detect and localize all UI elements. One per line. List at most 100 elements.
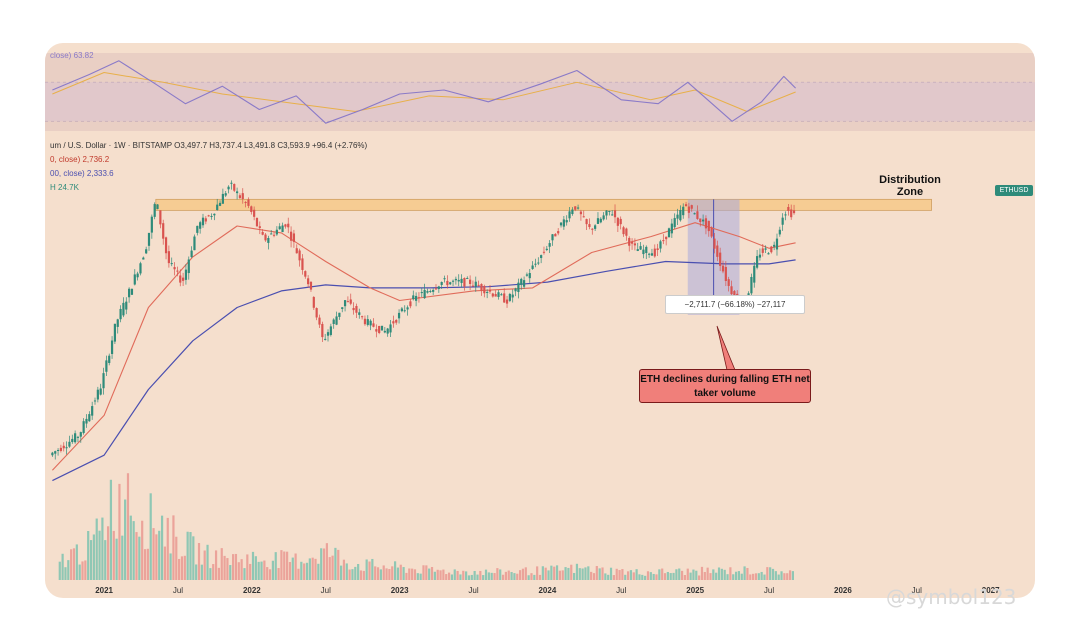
price-candle [62, 445, 65, 449]
volume-bar [433, 571, 436, 580]
price-candle [105, 360, 108, 372]
price-candle [415, 295, 418, 301]
volume-bar [607, 574, 610, 580]
volume-bar [732, 574, 735, 580]
volume-bar [180, 556, 184, 580]
price-candle [363, 318, 367, 325]
volume-bar [118, 483, 121, 580]
price-candle [102, 373, 105, 389]
price-candle [378, 325, 381, 333]
volume-bar [658, 569, 661, 580]
price-candle [449, 282, 452, 285]
volume-bar [354, 566, 357, 580]
volume-bar [717, 567, 721, 580]
volume-bar [334, 547, 337, 580]
volume-bar [487, 572, 490, 580]
price-candle [380, 325, 384, 331]
volume-bar [229, 565, 232, 580]
volume-bar [490, 572, 493, 580]
price-candle [272, 234, 276, 236]
price-candle [392, 321, 395, 324]
volume-bar [680, 570, 684, 580]
price-candle [576, 207, 580, 209]
price-candle [71, 438, 74, 443]
price-candle [233, 183, 236, 191]
price-candle [665, 236, 668, 240]
price-candle [488, 289, 492, 292]
volume-bar [561, 570, 564, 580]
volume-bar [95, 518, 98, 580]
price-candle [241, 193, 244, 200]
price-candle [230, 182, 233, 184]
price-candle [179, 275, 182, 283]
price-candle [761, 248, 764, 253]
price-candle [792, 210, 796, 214]
volume-bar [274, 552, 277, 580]
volume-bar [555, 565, 559, 580]
volume-bar [314, 558, 317, 580]
price-candle [59, 447, 63, 451]
volume-bar [152, 528, 155, 580]
volume-bar [311, 557, 314, 580]
volume-bar [271, 560, 274, 580]
volume-bar [720, 568, 723, 580]
volume-bar [64, 567, 67, 580]
volume-bar [686, 568, 689, 580]
price-candle [775, 238, 779, 250]
volume-bar [729, 567, 732, 580]
volume-bar [703, 571, 706, 580]
volume-bar [558, 570, 561, 580]
price-candle [758, 254, 762, 258]
volume-bar [203, 550, 206, 580]
price-candle [278, 226, 281, 230]
price-candle [395, 319, 398, 323]
volume-bar [178, 558, 181, 580]
price-candle [128, 288, 131, 298]
volume-bar [374, 566, 377, 580]
price-candle [466, 277, 469, 279]
volume-bar [75, 544, 78, 580]
price-candle [420, 292, 423, 294]
rsi-line [52, 60, 796, 124]
volume-bar [149, 493, 152, 580]
distribution-zone-band [155, 198, 932, 211]
price-candle [616, 217, 619, 226]
price-candle [434, 288, 438, 290]
volume-bar [783, 573, 786, 580]
volume-bar [286, 551, 289, 580]
volume-bar [737, 571, 741, 580]
volume-bar [428, 568, 431, 580]
volume-bar [604, 573, 607, 580]
price-candle [298, 250, 301, 261]
volume-bar [553, 566, 556, 580]
volume-bar [348, 569, 351, 580]
price-candle [451, 280, 455, 282]
rsi-signal-line [52, 72, 796, 112]
volume-bar [769, 567, 772, 580]
volume-bar [746, 567, 749, 580]
price-candle [332, 319, 335, 324]
volume-bar [547, 570, 550, 580]
volume-bar [305, 562, 309, 580]
price-candle [417, 297, 421, 299]
volume-bar [342, 559, 346, 580]
price-candle [224, 193, 227, 196]
price-candle [585, 219, 588, 225]
volume-bar [479, 570, 482, 580]
volume-bar [143, 549, 147, 580]
volume-bar [303, 563, 306, 580]
price-candle [787, 206, 790, 211]
volume-bar [399, 564, 402, 580]
x-tick-label: 2022 [243, 586, 261, 595]
volume-bar [260, 561, 263, 580]
volume-bar [516, 573, 519, 580]
volume-bar [112, 530, 115, 580]
price-candle [88, 414, 91, 422]
ma-long-line [52, 259, 796, 482]
price-candle [770, 246, 773, 253]
price-candle [721, 265, 725, 272]
volume-bar [786, 573, 789, 580]
volume-bar [200, 564, 203, 580]
price-candle [147, 232, 151, 246]
volume-bar [84, 560, 87, 580]
